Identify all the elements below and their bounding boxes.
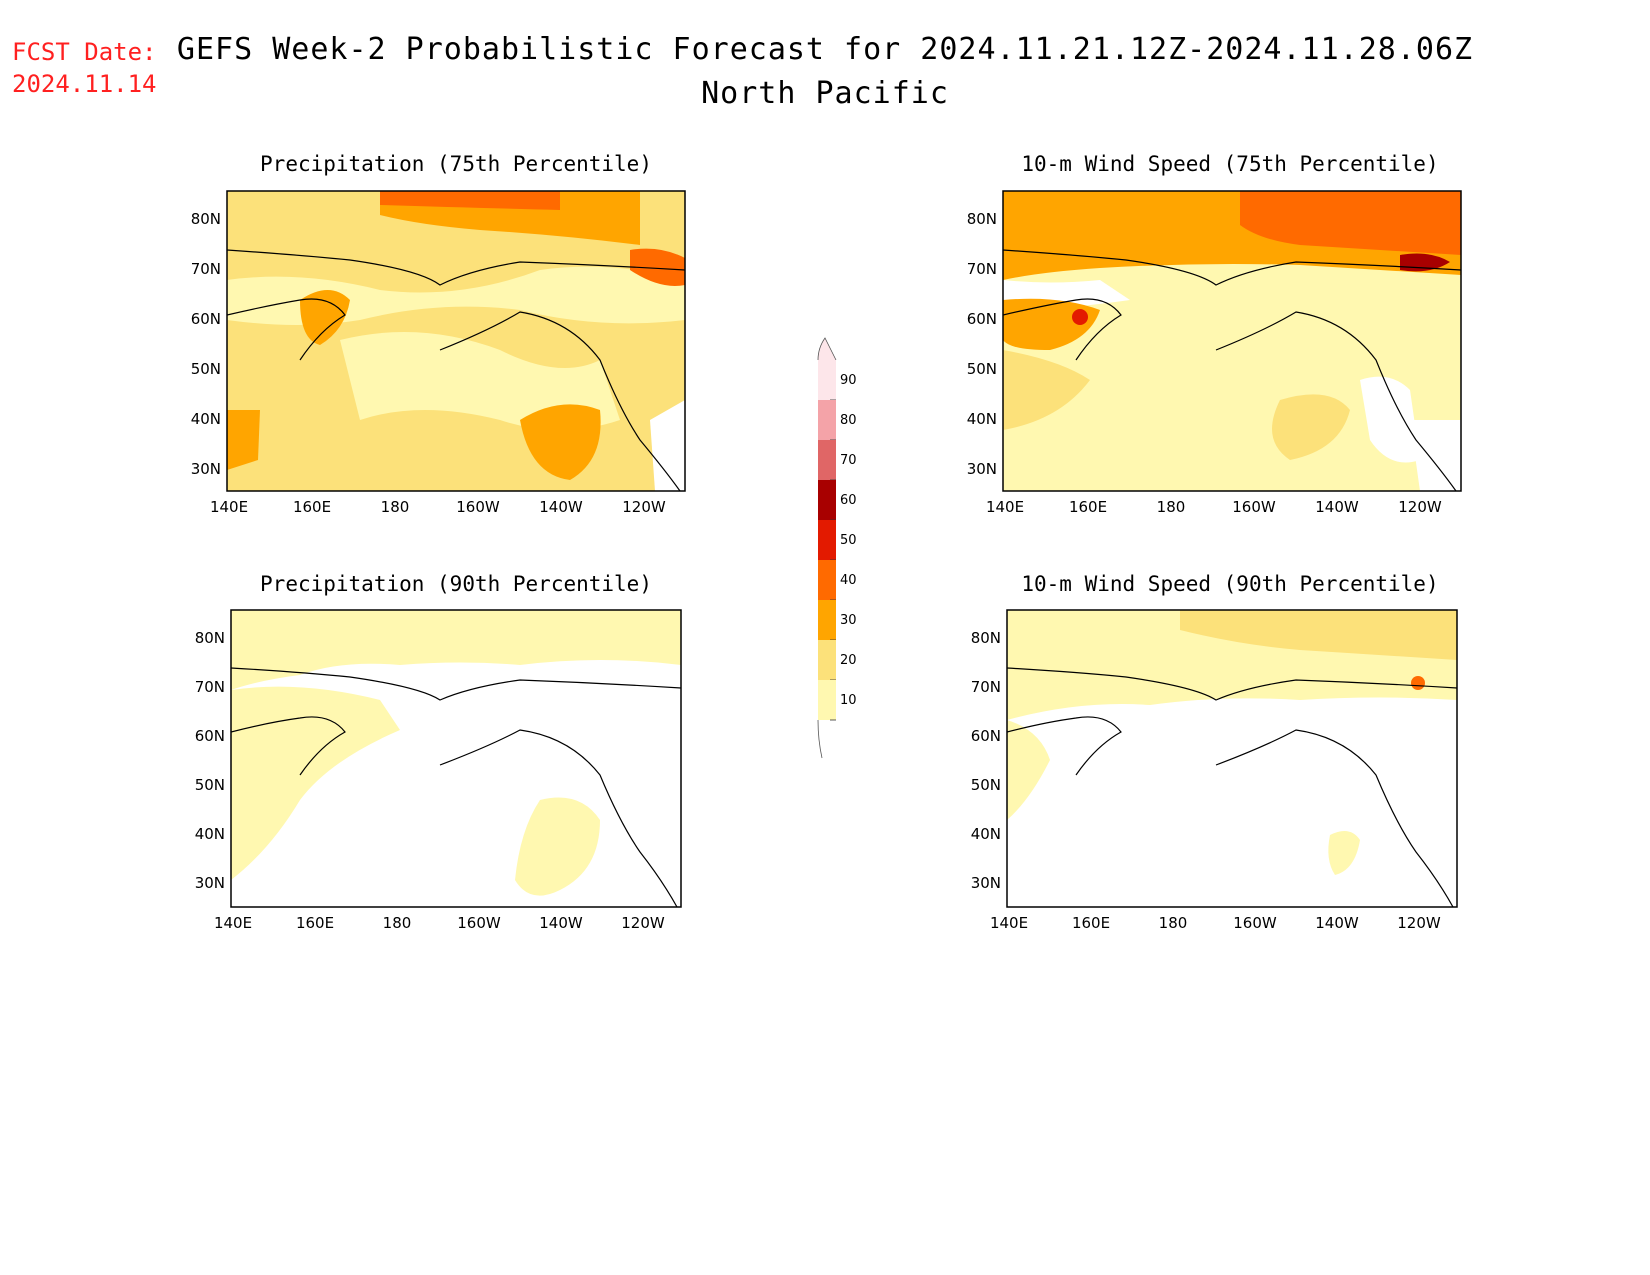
colorbar-swatch: [818, 400, 836, 440]
lat-label-c-70n: 70N: [195, 678, 225, 696]
panel-title-precip90: Precipitation (90th Percentile): [260, 572, 652, 596]
colorbar-swatch: [818, 360, 836, 400]
lon-label-c-140w: 140W: [539, 914, 583, 932]
lat-label-d-40n: 40N: [971, 825, 1001, 843]
colorbar-top-arrow: [817, 337, 837, 361]
colorbar-label: 50: [840, 533, 857, 548]
colorbar-label: 80: [840, 413, 857, 428]
colorbar-swatch: [818, 480, 836, 520]
lat-label-a-80n: 80N: [191, 210, 221, 228]
lon-label-b-160e: 160E: [1069, 498, 1107, 516]
panel-title-precip75: Precipitation (75th Percentile): [260, 152, 652, 176]
lat-label-c-40n: 40N: [195, 825, 225, 843]
lat-label-b-50n: 50N: [967, 360, 997, 378]
lat-label-d-30n: 30N: [971, 874, 1001, 892]
lat-label-b-60n: 60N: [967, 310, 997, 328]
colorbar-label: 30: [840, 613, 857, 628]
lon-label-b-140e: 140E: [986, 498, 1024, 516]
lon-label-a-120w: 120W: [622, 498, 666, 516]
lat-label-b-80n: 80N: [967, 210, 997, 228]
colorbar-swatch: [818, 600, 836, 640]
lon-label-a-140e: 140E: [210, 498, 248, 516]
lat-label-a-50n: 50N: [191, 360, 221, 378]
colorbar-swatch: [818, 640, 836, 680]
colorbar-label: 60: [840, 493, 857, 508]
lon-label-a-160w: 160W: [456, 498, 500, 516]
lat-label-a-70n: 70N: [191, 260, 221, 278]
colorbar-label: 20: [840, 653, 857, 668]
lat-label-d-70n: 70N: [971, 678, 1001, 696]
lon-label-c-160e: 160E: [296, 914, 334, 932]
lat-label-b-70n: 70N: [967, 260, 997, 278]
lon-label-b-160w: 160W: [1232, 498, 1276, 516]
lon-label-d-140w: 140W: [1315, 914, 1359, 932]
lat-labels: 80N 70N 60N 50N 40N 30N 80N 70N 60N 50N …: [191, 210, 1001, 892]
page-subtitle: North Pacific: [701, 76, 949, 111]
colorbar-bottom-arrow: [817, 719, 823, 759]
lon-label-d-160w: 160W: [1233, 914, 1277, 932]
lat-label-c-60n: 60N: [195, 727, 225, 745]
colorbar-label: 10: [840, 693, 857, 708]
lat-label-d-80n: 80N: [971, 629, 1001, 647]
lon-label-c-120w: 120W: [621, 914, 665, 932]
lon-label-c-160w: 160W: [457, 914, 501, 932]
lon-label-d-160e: 160E: [1072, 914, 1110, 932]
lat-label-c-80n: 80N: [195, 629, 225, 647]
panel-title-wind90: 10-m Wind Speed (90th Percentile): [1021, 572, 1439, 596]
lat-label-b-40n: 40N: [967, 410, 997, 428]
lon-label-b-120w: 120W: [1398, 498, 1442, 516]
lon-label-a-180: 180: [381, 498, 410, 516]
lon-label-d-120w: 120W: [1397, 914, 1441, 932]
map-precip75: [226, 190, 686, 492]
colorbar-swatch: [818, 680, 836, 720]
lat-label-a-60n: 60N: [191, 310, 221, 328]
lon-label-c-180: 180: [383, 914, 412, 932]
fcst-date-value: 2024.11.14: [12, 70, 157, 98]
colorbar-label: 40: [840, 573, 857, 588]
lon-label-d-180: 180: [1159, 914, 1188, 932]
lat-label-b-30n: 30N: [967, 460, 997, 478]
coastlines: [227, 249, 1461, 907]
lon-labels: 140E 160E 180 160W 140W 120W 140E 160E 1…: [210, 498, 1442, 932]
lon-label-c-140e: 140E: [214, 914, 252, 932]
lat-label-d-50n: 50N: [971, 776, 1001, 794]
fcst-date-label: FCST Date:: [12, 38, 157, 66]
lat-label-a-30n: 30N: [191, 460, 221, 478]
lon-label-b-180: 180: [1157, 498, 1186, 516]
map-wind75: [1002, 190, 1462, 492]
colorbar-swatch: [818, 440, 836, 480]
lat-label-c-30n: 30N: [195, 874, 225, 892]
panel-title-wind75: 10-m Wind Speed (75th Percentile): [1021, 152, 1439, 176]
forecast-date-block: FCST Date: 2024.11.14: [12, 36, 157, 100]
page-title: GEFS Week-2 Probabilistic Forecast for 2…: [176, 32, 1474, 67]
map-precip90: [230, 609, 682, 908]
colorbar-swatch: [818, 520, 836, 560]
lat-label-c-50n: 50N: [195, 776, 225, 794]
colorbar-swatch: [818, 560, 836, 600]
lat-label-a-40n: 40N: [191, 410, 221, 428]
lon-label-a-160e: 160E: [293, 498, 331, 516]
lat-label-d-60n: 60N: [971, 727, 1001, 745]
lon-label-d-140e: 140E: [990, 914, 1028, 932]
lon-label-a-140w: 140W: [539, 498, 583, 516]
colorbar-label: 90: [840, 373, 857, 388]
colorbar: 90 80 70 60 50 40 30 20 10: [817, 337, 857, 759]
colorbar-label: 70: [840, 453, 857, 468]
lon-label-b-140w: 140W: [1315, 498, 1359, 516]
